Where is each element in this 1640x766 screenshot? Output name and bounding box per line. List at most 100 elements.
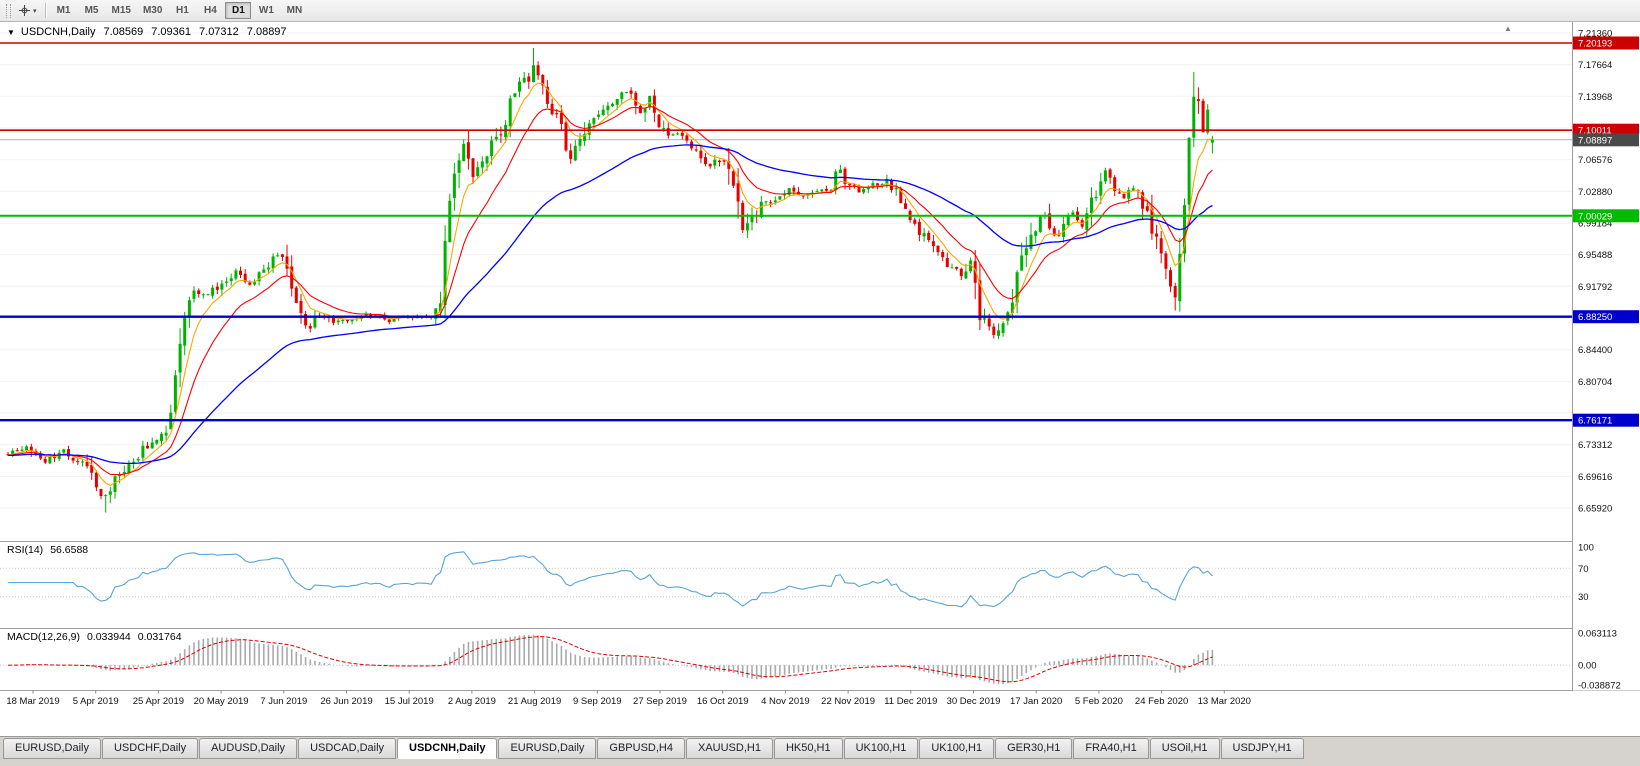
candle-body bbox=[941, 252, 945, 258]
price-tick-label: 6.99184 bbox=[1578, 219, 1612, 230]
timeframe-button-m5[interactable]: M5 bbox=[84, 5, 99, 16]
candle-body bbox=[1071, 212, 1075, 216]
chart-tab-6-gbpusd-h4[interactable]: GBPUSD,H4 bbox=[597, 738, 685, 759]
main-price-pane[interactable] bbox=[0, 22, 1572, 542]
candle-body bbox=[132, 461, 136, 463]
date-label: 30 Dec 2019 bbox=[947, 696, 1001, 707]
candle-body bbox=[229, 278, 233, 282]
price-axis-background bbox=[1572, 22, 1640, 691]
time-axis[interactable]: 18 Mar 2019 5 Apr 2019 25 Apr 2019 20 May 2… bbox=[6, 690, 1251, 708]
toolbar-grip[interactable] bbox=[6, 3, 11, 18]
timeframe-button-w1[interactable]: W1 bbox=[258, 5, 274, 16]
chart-tab-1-usdchf-daily[interactable]: USDCHF,Daily bbox=[101, 738, 199, 759]
chart-tab-2-audusd-daily[interactable]: AUDUSD,Daily bbox=[199, 738, 298, 759]
chart-tab-7-xauusd-h1[interactable]: XAUUSD,H1 bbox=[685, 738, 773, 759]
candle-body bbox=[1010, 302, 1014, 313]
timeframe-button-h1[interactable]: H1 bbox=[176, 5, 189, 16]
candle-body bbox=[783, 194, 787, 196]
chart-shift-icon[interactable]: ▲ bbox=[1504, 24, 1512, 33]
price-badge-label: 7.08897 bbox=[1578, 135, 1612, 146]
price-axis[interactable]: 7.21360 7.17664 7.13968 7.06576 7.02880 6.991… bbox=[1572, 22, 1640, 692]
candle-body bbox=[113, 476, 117, 492]
candle-body bbox=[462, 143, 466, 162]
timeframe-button-h4[interactable]: H4 bbox=[204, 5, 217, 16]
date-label: 22 Nov 2019 bbox=[821, 696, 875, 707]
candle-body bbox=[85, 461, 89, 467]
timeframe-button-mn[interactable]: MN bbox=[286, 5, 303, 16]
candle-body bbox=[280, 254, 284, 257]
candle-body bbox=[843, 168, 847, 185]
chart-tab-14-usdjpy-h1[interactable]: USDJPY,H1 bbox=[1220, 738, 1304, 759]
macd-subwindow[interactable] bbox=[0, 629, 1572, 691]
candle-body bbox=[969, 260, 973, 272]
chart-tab-12-fra40-h1[interactable]: FRA40,H1 bbox=[1073, 738, 1149, 759]
candle-body bbox=[243, 273, 247, 282]
chart-tab-3-usdcad-daily[interactable]: USDCAD,Daily bbox=[298, 738, 397, 759]
candle-body bbox=[350, 319, 354, 322]
candle-body bbox=[1159, 238, 1163, 254]
chart-tab-0-eurusd-daily[interactable]: EURUSD,Daily bbox=[3, 738, 101, 759]
macd-tick-label: 0.00 bbox=[1578, 661, 1597, 672]
cursor-tool-button[interactable]: ▾ bbox=[14, 2, 41, 20]
price-badge bbox=[1573, 36, 1639, 50]
candle-body bbox=[490, 140, 494, 156]
candle-body bbox=[29, 446, 33, 452]
candle-body bbox=[346, 319, 349, 322]
chart-window[interactable]: 7.21360 7.17664 7.13968 7.06576 7.02880 6.991… bbox=[0, 22, 1640, 736]
grid-layer bbox=[0, 32, 1572, 509]
candle-body bbox=[1113, 177, 1117, 192]
candle-body bbox=[11, 450, 15, 456]
candle-body bbox=[611, 103, 614, 107]
candle-body bbox=[913, 219, 917, 224]
rsi-subwindow[interactable] bbox=[0, 542, 1572, 629]
candle-body bbox=[638, 105, 642, 114]
candle-body bbox=[466, 142, 470, 159]
candle-body bbox=[146, 445, 149, 449]
ma-mid-line bbox=[7, 105, 1213, 476]
candle-body bbox=[369, 314, 373, 317]
candle-body bbox=[1001, 323, 1005, 334]
candle-body bbox=[392, 318, 396, 322]
candle-body bbox=[992, 326, 996, 335]
chart-tab-8-hk50-h1[interactable]: HK50,H1 bbox=[773, 738, 843, 759]
candle-body bbox=[336, 320, 340, 323]
window-menu-icon[interactable]: ▼ bbox=[7, 27, 15, 37]
candle-body bbox=[545, 86, 549, 104]
candle-body bbox=[1210, 139, 1214, 143]
timeframe-button-m15[interactable]: M15 bbox=[111, 5, 131, 16]
timeframe-button-d1[interactable]: D1 bbox=[225, 2, 252, 19]
candle-body bbox=[513, 93, 517, 97]
chart-tab-13-usoil-h1[interactable]: USOil,H1 bbox=[1149, 738, 1220, 759]
candle-body bbox=[262, 269, 266, 273]
candle-body bbox=[25, 446, 29, 451]
candle-body bbox=[597, 114, 601, 117]
candle-body bbox=[569, 150, 573, 159]
candle-body bbox=[997, 330, 1000, 336]
candle-body bbox=[1155, 233, 1159, 237]
candle-body bbox=[504, 124, 508, 138]
candle-body bbox=[173, 375, 177, 412]
chart-tab-4-usdcnh-daily[interactable]: USDCNH,Daily bbox=[397, 738, 498, 759]
candle-body bbox=[662, 128, 666, 130]
chart-tab-11-ger30-h1[interactable]: GER30,H1 bbox=[995, 738, 1073, 759]
price-tick-label: 6.84400 bbox=[1578, 345, 1612, 356]
candle-body bbox=[136, 458, 140, 461]
chart-canvas[interactable]: 7.21360 7.17664 7.13968 7.06576 7.02880 6.991… bbox=[0, 22, 1640, 736]
timeframe-button-m30[interactable]: M30 bbox=[142, 5, 163, 16]
candle-body bbox=[917, 221, 921, 235]
chart-tab-5-eurusd-daily[interactable]: EURUSD,Daily bbox=[498, 738, 597, 759]
candle-body bbox=[1094, 196, 1098, 199]
chart-tab-9-uk100-h1[interactable]: UK100,H1 bbox=[843, 738, 919, 759]
price-badge bbox=[1573, 209, 1639, 223]
candle-body bbox=[1178, 253, 1182, 302]
chart-tab-10-uk100-h1[interactable]: UK100,H1 bbox=[919, 738, 995, 759]
candle-body bbox=[824, 188, 828, 191]
candle-body bbox=[471, 158, 475, 178]
price-badge-label: 6.76171 bbox=[1578, 416, 1612, 427]
ma-slow-line bbox=[7, 144, 1213, 465]
candle-body bbox=[476, 167, 480, 176]
candle-body bbox=[1015, 272, 1019, 303]
timeframe-button-m1[interactable]: M1 bbox=[56, 5, 71, 16]
candle-body bbox=[959, 268, 963, 277]
price-tick-label: 7.21360 bbox=[1578, 29, 1612, 40]
